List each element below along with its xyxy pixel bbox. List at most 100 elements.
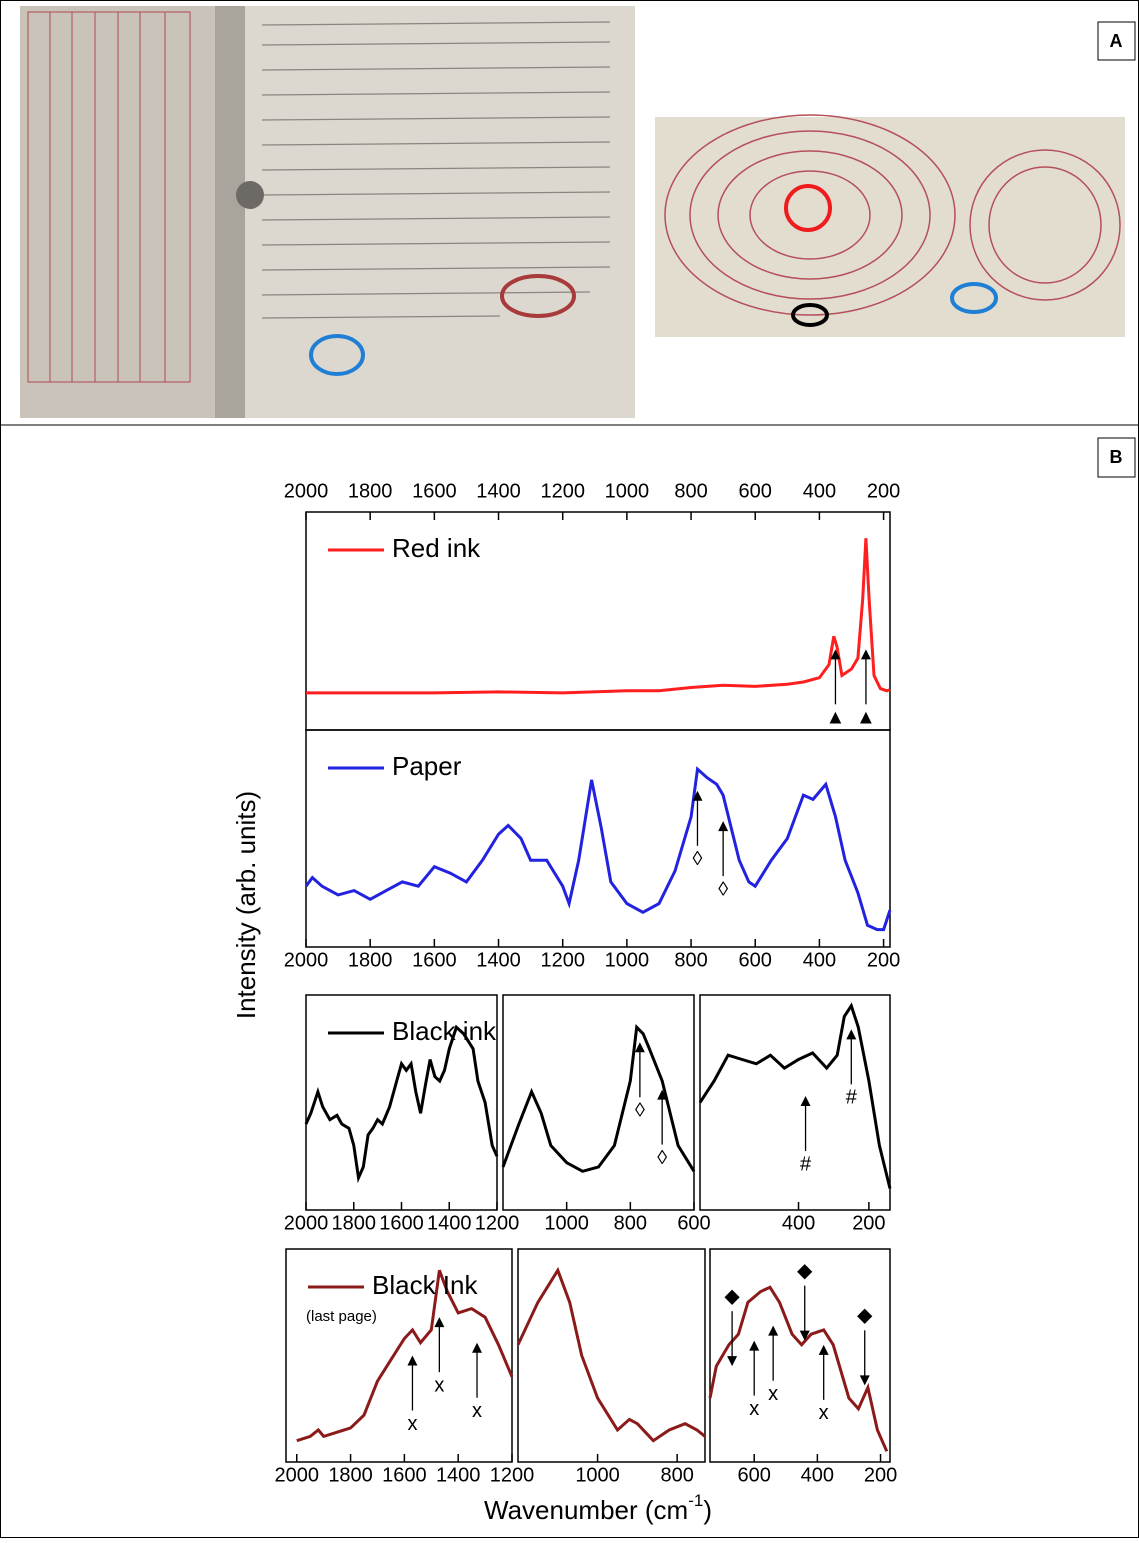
plot-frame <box>699 994 891 1211</box>
spectrum-line <box>296 1269 514 1443</box>
x-tick-label: 1800 <box>348 480 393 502</box>
x-tick-label: 400 <box>782 1212 815 1234</box>
x-tick-label: 800 <box>674 949 707 971</box>
x-axis-label-text: Wavenumber (cm <box>484 1495 688 1525</box>
x-tick-label: 1200 <box>540 480 585 502</box>
legend-note: (last page) <box>306 1308 377 1325</box>
peak-marker: ▲ <box>856 707 876 729</box>
x-tick-label: 2000 <box>284 480 329 502</box>
legend-label: Black Ink <box>372 1270 478 1300</box>
arrow-head <box>768 1325 779 1336</box>
spectrum-line <box>708 1285 889 1452</box>
panel-label-box <box>1097 437 1136 478</box>
x-tick-label: 1200 <box>540 949 585 971</box>
x-tick-label: 800 <box>660 1464 693 1486</box>
volvelle-photo <box>655 114 1125 337</box>
peak-marker: x <box>472 1400 482 1422</box>
peak-marker: x <box>749 1398 759 1420</box>
spectrum-line <box>516 1266 706 1443</box>
arrow-head <box>727 1356 738 1367</box>
x-axis-label-superscript: -1 <box>688 1491 703 1510</box>
x-axis-label: Wavenumber (cm-1) <box>484 1491 712 1524</box>
peak-marker: x <box>768 1383 778 1405</box>
x-tick-label: 400 <box>803 480 836 502</box>
x-tick-label: 400 <box>801 1464 834 1486</box>
x-tick-label: 2000 <box>284 1212 329 1234</box>
arrow-head <box>657 1089 668 1100</box>
x-tick-label: 1800 <box>348 949 393 971</box>
spectrum-line <box>698 1002 892 1189</box>
arrow-head <box>830 649 841 660</box>
arrow-head <box>818 1344 829 1355</box>
peak-marker: # <box>800 1153 812 1175</box>
x-tick-label: 1800 <box>328 1464 373 1486</box>
x-tick-label: 1000 <box>605 480 650 502</box>
arrow-head <box>846 1029 857 1040</box>
arrow-head <box>799 1330 810 1341</box>
x-tick-label: 1800 <box>332 1212 377 1234</box>
x-tick-label: 600 <box>677 1212 710 1234</box>
x-tick-label: 600 <box>739 949 772 971</box>
x-tick-label: 400 <box>803 949 836 971</box>
arrow-head <box>634 1042 645 1053</box>
spectrum-line <box>304 1024 499 1184</box>
x-tick-label: 200 <box>867 949 900 971</box>
panel-label: A <box>1110 31 1123 51</box>
arrow-head <box>434 1317 445 1328</box>
peak-marker: ◆ <box>724 1285 740 1307</box>
peak-marker: # <box>846 1087 858 1109</box>
x-tick-label: 1000 <box>605 949 650 971</box>
x-tick-label: 1400 <box>476 480 521 502</box>
peak-marker: ◊ <box>657 1147 667 1169</box>
peak-marker: ◆ <box>797 1260 813 1282</box>
x-tick-label: 600 <box>738 1464 771 1486</box>
peak-marker: ▲ <box>826 707 846 729</box>
plot-frame <box>517 1248 706 1463</box>
x-tick-label: 1600 <box>412 949 457 971</box>
x-tick-label: 800 <box>674 480 707 502</box>
x-tick-label: 600 <box>739 480 772 502</box>
x-tick-label: 2000 <box>275 1464 320 1486</box>
plot-frame <box>305 729 891 948</box>
x-tick-label: 1600 <box>412 480 457 502</box>
legend-label: Black ink <box>392 1016 497 1046</box>
x-tick-label: 200 <box>867 480 900 502</box>
arrow-head <box>749 1340 760 1351</box>
peak-marker: ◊ <box>635 1100 645 1122</box>
spectrum-line <box>306 538 891 695</box>
plot-frame <box>709 1248 891 1463</box>
peak-marker: ◆ <box>857 1305 873 1327</box>
peak-marker: x <box>819 1402 829 1424</box>
panel-label-box <box>1097 21 1136 61</box>
peak-marker: ◊ <box>693 848 703 870</box>
x-tick-label: 1000 <box>575 1464 620 1486</box>
arrow-head <box>718 821 729 832</box>
x-tick-label: 1400 <box>427 1212 472 1234</box>
x-axis-label-text: ) <box>703 1495 712 1525</box>
x-tick-label: 1200 <box>490 1464 535 1486</box>
panel-label: B <box>1110 447 1123 467</box>
x-tick-label: 200 <box>864 1464 897 1486</box>
peak-marker: x <box>407 1413 417 1435</box>
peak-marker: ◊ <box>718 878 728 900</box>
x-tick-label: 1400 <box>476 949 521 971</box>
plot-frame <box>502 994 695 1211</box>
legend-label: Red ink <box>392 533 481 563</box>
x-tick-label: 2000 <box>284 949 329 971</box>
x-tick-label: 1600 <box>379 1212 424 1234</box>
x-tick-label: 1400 <box>436 1464 481 1486</box>
arrow-head <box>472 1342 483 1353</box>
x-tick-label: 800 <box>614 1212 647 1234</box>
plot-frame <box>285 1248 513 1463</box>
arrow-head <box>692 790 703 801</box>
y-axis-label: Intensity (arb. units) <box>231 791 261 1019</box>
arrow-head <box>407 1355 418 1366</box>
arrow-head <box>800 1096 811 1107</box>
x-tick-label: 1600 <box>382 1464 427 1486</box>
spectrum-line <box>501 1024 696 1173</box>
legend-label: Paper <box>392 751 462 781</box>
spectrum-line <box>304 766 892 932</box>
arrow-head <box>860 649 871 660</box>
peak-marker: x <box>434 1374 444 1396</box>
